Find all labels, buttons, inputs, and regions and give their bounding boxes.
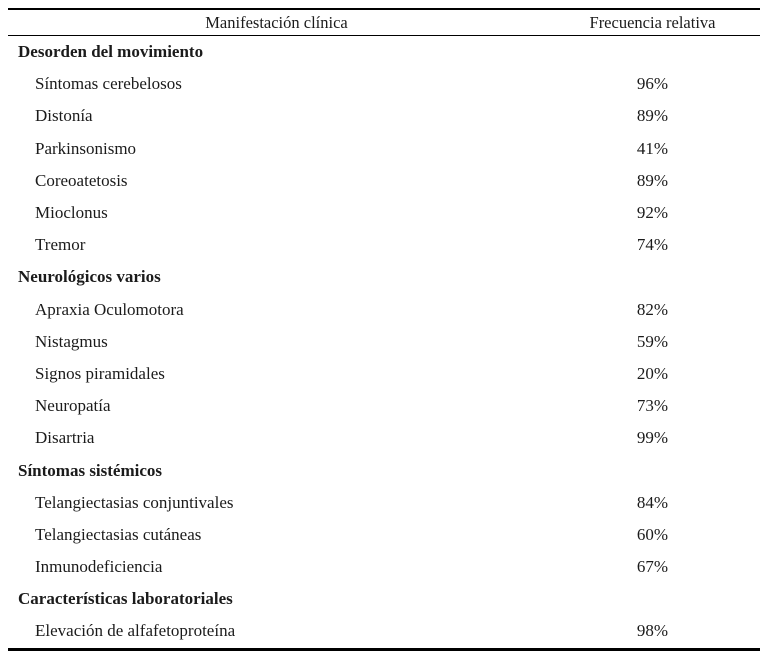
- table-row: Telangiectasias cutáneas 60%: [8, 519, 760, 551]
- row-value: 20%: [636, 363, 669, 383]
- row-value: 89%: [636, 170, 669, 190]
- row-label: Elevación de alfafetoproteína: [35, 621, 236, 641]
- clinical-manifestations-table: Manifestación clínica Frecuencia relativ…: [8, 8, 760, 651]
- column-header-frecuencia: Frecuencia relativa: [589, 12, 716, 32]
- table-row: Inmunodeficiencia 67%: [8, 551, 760, 583]
- section-title: Neurológicos varios: [18, 267, 161, 287]
- row-label: Inmunodeficiencia: [35, 557, 163, 577]
- section-title: Síntomas sistémicos: [18, 460, 163, 480]
- row-label: Distonía: [35, 106, 93, 126]
- row-value: 41%: [636, 138, 669, 158]
- table-body: Desorden del movimiento Síntomas cerebelo…: [8, 36, 760, 648]
- row-value: 74%: [636, 235, 669, 255]
- row-label: Telangiectasias cutáneas: [35, 524, 202, 544]
- section-header-row: Neurológicos varios: [8, 261, 760, 293]
- section-header-row: Desorden del movimiento: [8, 36, 760, 68]
- row-value: 98%: [636, 621, 669, 641]
- row-label: Apraxia Oculomotora: [35, 299, 184, 319]
- row-value: 84%: [636, 492, 669, 512]
- row-label: Neuropatía: [35, 396, 111, 416]
- row-label: Coreoatetosis: [35, 170, 128, 190]
- row-label: Disartria: [35, 428, 95, 448]
- table-row: Coreoatetosis 89%: [8, 165, 760, 197]
- table-row: Disartria 99%: [8, 422, 760, 454]
- row-value: 60%: [636, 524, 669, 544]
- table-row: Mioclonus 92%: [8, 197, 760, 229]
- row-value: 59%: [636, 331, 669, 351]
- table-row: Telangiectasias conjuntivales 84%: [8, 487, 760, 519]
- row-label: Mioclonus: [35, 203, 108, 223]
- column-header-manifestacion: Manifestación clínica: [205, 12, 348, 32]
- table-row: Distonía 89%: [8, 100, 760, 132]
- table-row: Signos piramidales 20%: [8, 358, 760, 390]
- row-label: Parkinsonismo: [35, 138, 137, 158]
- section-title: Características laboratoriales: [18, 589, 233, 609]
- row-label: Telangiectasias conjuntivales: [35, 492, 234, 512]
- table-row: Síntomas cerebelosos 96%: [8, 68, 760, 100]
- row-label: Tremor: [35, 235, 86, 255]
- row-value: 67%: [636, 557, 669, 577]
- row-value: 99%: [636, 428, 669, 448]
- table-row: Nistagmus 59%: [8, 326, 760, 358]
- table-row: Apraxia Oculomotora 82%: [8, 294, 760, 326]
- table-row: Neuropatía 73%: [8, 390, 760, 422]
- row-label: Síntomas cerebelosos: [35, 74, 182, 94]
- row-label: Signos piramidales: [35, 363, 165, 383]
- table-header-row: Manifestación clínica Frecuencia relativ…: [8, 10, 760, 36]
- row-label: Nistagmus: [35, 331, 108, 351]
- row-value: 73%: [636, 396, 669, 416]
- row-value: 96%: [636, 74, 669, 94]
- table-row: Tremor 74%: [8, 229, 760, 261]
- row-value: 82%: [636, 299, 669, 319]
- row-value: 89%: [636, 106, 669, 126]
- section-title: Desorden del movimiento: [18, 42, 204, 62]
- table-row: Parkinsonismo 41%: [8, 133, 760, 165]
- section-header-row: Síntomas sistémicos: [8, 454, 760, 486]
- section-header-row: Características laboratoriales: [8, 583, 760, 615]
- row-value: 92%: [636, 203, 669, 223]
- table-row: Elevación de alfafetoproteína 98%: [8, 615, 760, 647]
